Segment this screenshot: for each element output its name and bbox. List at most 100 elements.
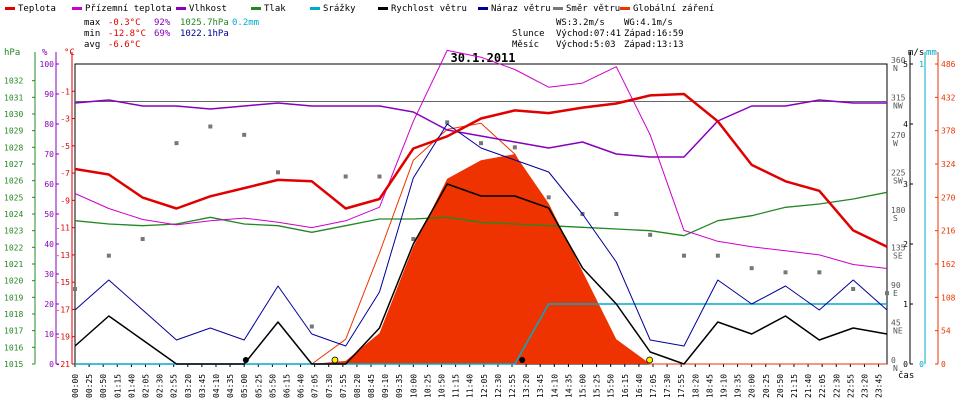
percent-tick-label: 100 <box>40 60 55 69</box>
x-tick-label: 21:40 <box>804 374 813 398</box>
wind-axis-unit: m/s <box>908 48 924 58</box>
legend-swatch-4 <box>251 7 261 10</box>
hpa-tick-label: 1026 <box>4 177 23 186</box>
sunset-marker <box>646 356 654 364</box>
legend-item-9: Globální záření <box>633 4 714 14</box>
x-tick-label: 07:30 <box>325 374 334 398</box>
stat-avg-label: avg <box>84 40 100 50</box>
x-tick-label: 16:40 <box>635 374 644 398</box>
wind-direction-point <box>851 287 856 291</box>
rain-axis-unit: mm <box>926 48 937 58</box>
wind-direction-point <box>343 174 348 179</box>
temperature-line <box>74 92 888 248</box>
temp-tick-label: -3 <box>60 115 70 124</box>
temp-tick-label: -17 <box>56 305 71 314</box>
x-tick-label: 17:30 <box>663 374 672 398</box>
legend-item-4: Tlak <box>264 4 286 14</box>
radiation-tick-label: 270 <box>941 193 956 202</box>
wind-direction-point <box>648 232 653 237</box>
x-tick-label: 11:15 <box>452 374 461 398</box>
hpa-tick-label: 1022 <box>4 243 23 252</box>
hpa-axis-unit: hPa <box>4 48 20 58</box>
astro-panel: WS:3.2m/s WG:4.1m/s Slunce Východ:07:41 … <box>512 18 684 50</box>
hpa-tick-label: 1027 <box>4 160 23 169</box>
x-tick-label: 16:15 <box>621 374 630 398</box>
legend-item-8: Směr větru <box>566 4 620 14</box>
temp-tick-label: -21 <box>56 360 71 369</box>
legend-item-7: Náraz větru <box>491 4 551 14</box>
stat-rain: 0.2mm <box>232 18 259 28</box>
hpa-tick-label: 1029 <box>4 127 23 136</box>
x-tick-label: 00:25 <box>85 374 94 398</box>
wind-direction-point <box>885 291 889 296</box>
direction-tick-label: 225 <box>891 169 906 178</box>
x-tick-label: 23:20 <box>860 374 869 398</box>
sunrise-marker <box>331 356 339 364</box>
direction-tick-dir: E <box>893 289 898 298</box>
wind-speed-info: WS:3.2m/s <box>556 18 605 28</box>
stats-panel: max -0.3°C 92% 1025.7hPa 0.2mm min -12.8… <box>84 18 259 50</box>
x-tick-label: 23:45 <box>875 374 884 398</box>
wind-direction-point <box>174 141 179 146</box>
direction-tick-dir: N <box>893 64 898 73</box>
sun-label: Slunce <box>512 29 545 39</box>
x-tick-label: 06:40 <box>297 374 306 398</box>
wind-direction-point <box>276 170 280 175</box>
x-tick-label: 17:05 <box>649 374 658 398</box>
hpa-tick-label: 1025 <box>4 193 23 202</box>
legend-swatch-6 <box>378 7 388 10</box>
wind-tick-label: 0 <box>903 360 908 369</box>
radiation-tick-label: 216 <box>941 227 956 236</box>
stat-max-temp: -0.3°C <box>108 18 141 28</box>
x-tick-label: 15:50 <box>607 374 616 398</box>
x-tick-label: 12:55 <box>508 374 517 398</box>
temp-tick-label: -13 <box>56 251 71 260</box>
radiation-tick-label: 162 <box>941 260 956 269</box>
hpa-tick-label: 1020 <box>4 277 23 286</box>
percent-tick-label: 40 <box>44 240 54 249</box>
temp-tick-label: -15 <box>56 278 71 287</box>
temp-tick-label: -11 <box>56 224 71 233</box>
x-tick-label: 22:30 <box>832 374 841 398</box>
x-tick-label: 21:15 <box>790 374 799 398</box>
x-tick-label: 05:00 <box>240 374 249 398</box>
wind-gust-info: WG:4.1m/s <box>624 18 673 28</box>
legend-item-6: Rychlost větru <box>391 4 467 14</box>
percent-tick-label: 20 <box>44 300 54 309</box>
wind-tick-label: 5 <box>903 60 908 69</box>
percent-tick-label: 80 <box>44 120 54 129</box>
x-tick-label: 05:25 <box>254 374 263 398</box>
x-tick-label: 06:15 <box>282 374 291 398</box>
direction-tick-dir: SE <box>893 252 903 261</box>
radiation-tick-label: 432 <box>941 93 956 102</box>
x-tick-label: 00:50 <box>99 374 108 398</box>
direction-tick-label: 90 <box>891 281 901 290</box>
direction-tick-label: 360 <box>891 56 906 65</box>
x-tick-label: 02:55 <box>170 374 179 398</box>
legend-item-3: Vlhkost <box>189 4 227 14</box>
temp-tick-label: -7 <box>60 169 70 178</box>
wind-tick-label: 2 <box>903 240 908 249</box>
x-tick-label: 10:50 <box>438 374 447 398</box>
x-tick-label: 11:40 <box>466 374 475 398</box>
rain-tick-label: 1 <box>919 60 924 69</box>
x-tick-label: 09:35 <box>395 374 404 398</box>
wind-direction-point <box>208 124 213 129</box>
hpa-tick-label: 1030 <box>4 110 23 119</box>
wind-gust-line <box>74 123 888 347</box>
legend-swatch-5 <box>310 7 320 10</box>
direction-tick-label: 270 <box>891 131 906 140</box>
hpa-tick-label: 1019 <box>4 293 23 302</box>
direction-tick-label: 45 <box>891 319 901 328</box>
stat-max-label: max <box>84 18 101 28</box>
x-tick-label: 14:10 <box>550 374 559 398</box>
wind-direction-point <box>749 266 754 271</box>
x-tick-label: 12:30 <box>494 374 503 398</box>
direction-tick-dir: SW <box>893 177 903 186</box>
wind-tick-label: 4 <box>903 120 908 129</box>
wind-direction-point <box>73 287 77 291</box>
rain-tick-label: 0 <box>919 360 924 369</box>
x-tick-label: 08:20 <box>353 374 362 398</box>
x-tick-label: 22:55 <box>846 374 855 398</box>
